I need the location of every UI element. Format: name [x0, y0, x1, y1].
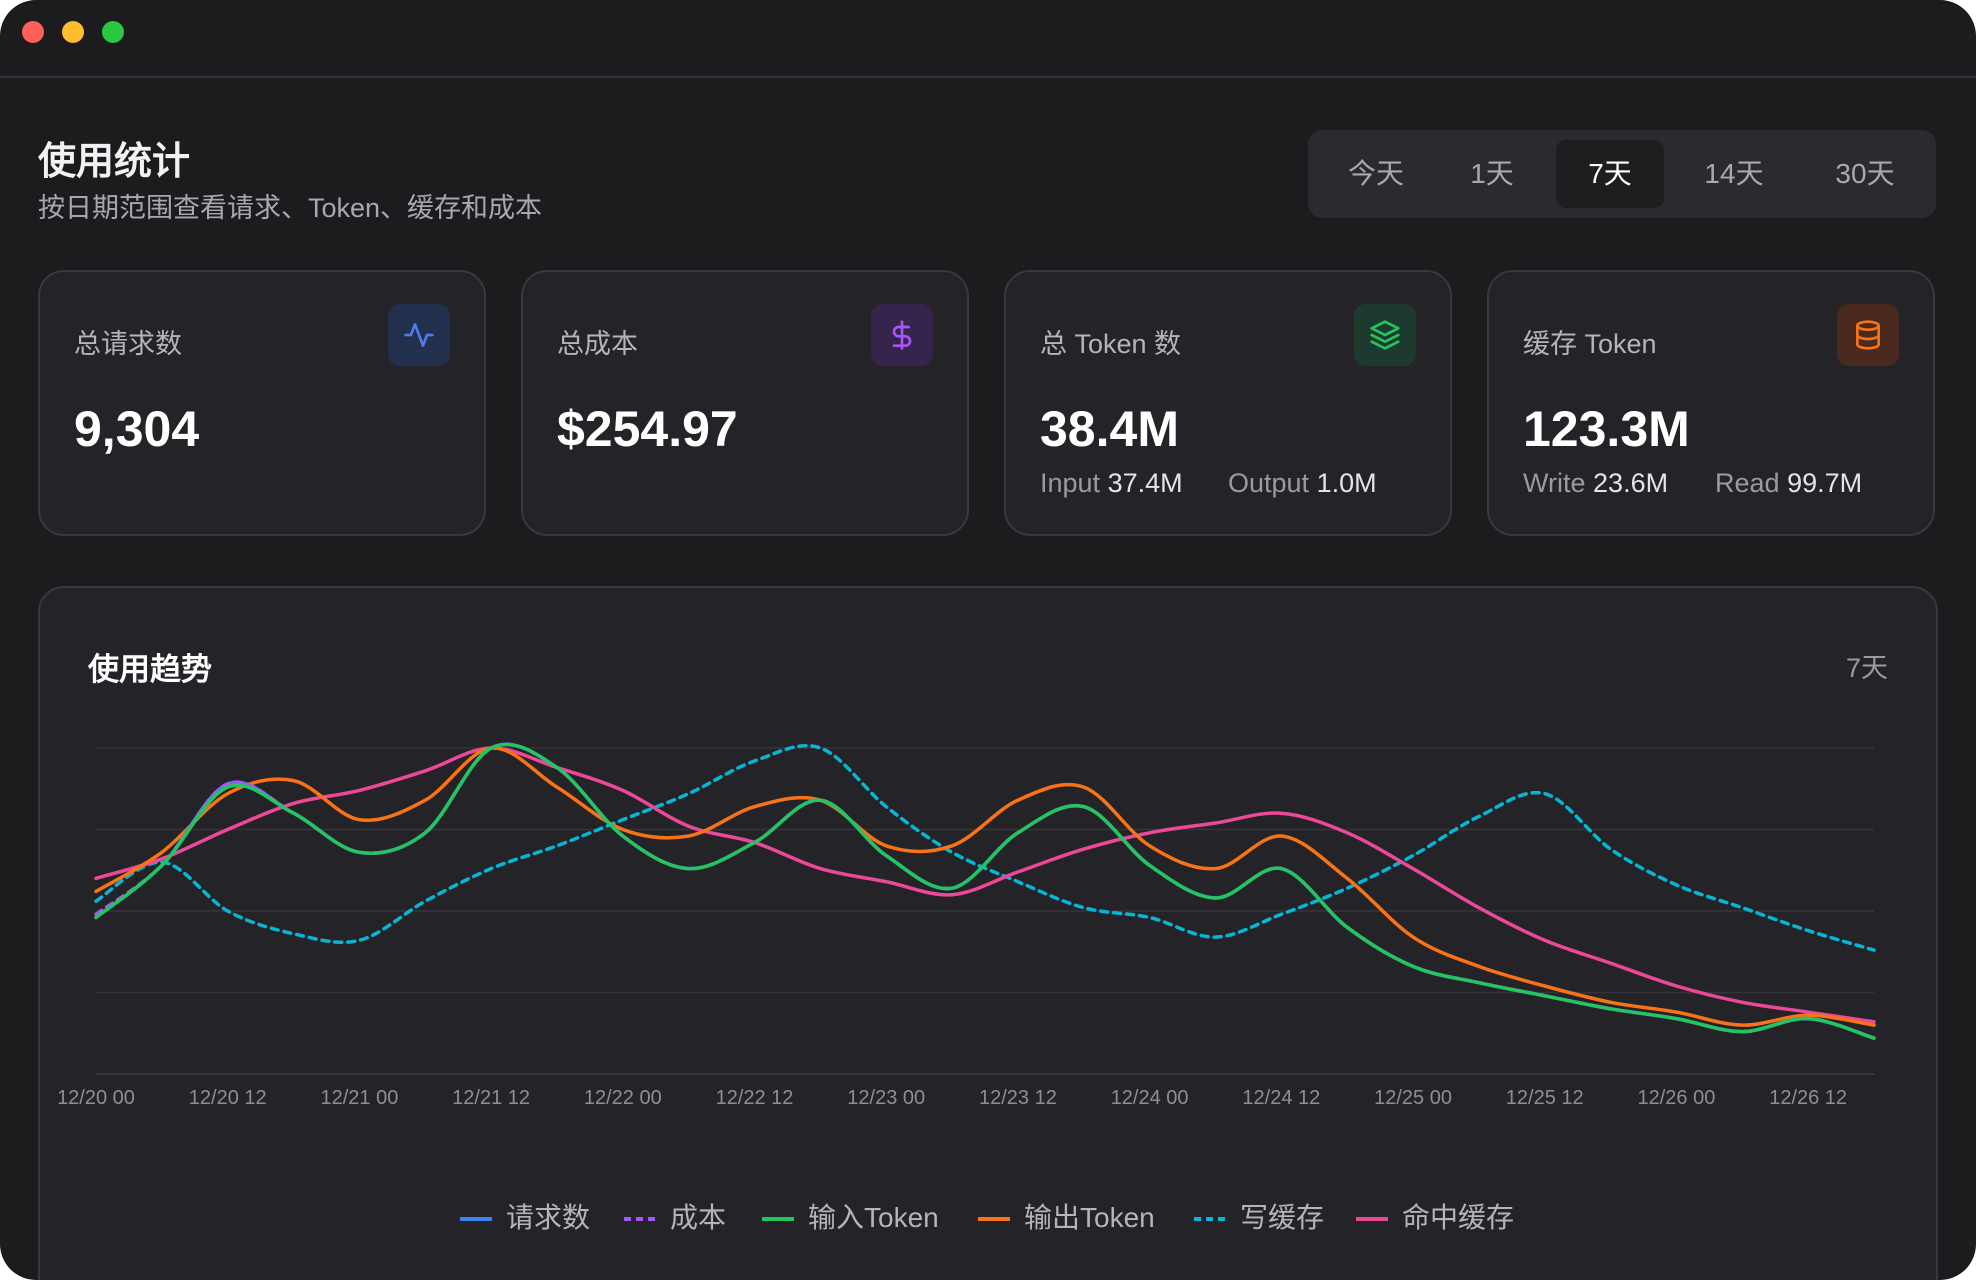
chart-range-label: 7天	[1845, 653, 1888, 683]
series-line-2	[94, 742, 1876, 1040]
title-bar	[0, 0, 1976, 78]
range-14day-button[interactable]: 14天	[1704, 158, 1764, 189]
close-window-button[interactable]	[22, 21, 44, 43]
chart-title: 使用趋势	[88, 652, 212, 687]
series-line-4	[94, 743, 1876, 952]
x-tick-label: 12/24 00	[1111, 1087, 1189, 1109]
x-tick-label: 12/25 12	[1506, 1087, 1584, 1109]
activity-icon	[388, 304, 450, 366]
legend-label: 输出Token	[1024, 1202, 1155, 1233]
stat-label: Output	[1228, 468, 1310, 498]
series-line-5	[94, 746, 1876, 1024]
database-icon	[1837, 304, 1899, 366]
range-today-button[interactable]: 今天	[1347, 158, 1404, 189]
write-cache-stat: Write 23.6M	[1523, 468, 1668, 499]
stat-value: 37.4M	[1107, 468, 1183, 498]
legend-label: 请求数	[506, 1202, 591, 1233]
card-label: 总 Token 数	[1040, 329, 1182, 359]
legend-label: 成本	[670, 1202, 727, 1233]
card-label: 总成本	[557, 329, 638, 359]
page-title: 使用统计	[38, 141, 191, 183]
legend-label: 命中缓存	[1402, 1202, 1515, 1233]
total-cost-card: 总成本 $254.97	[521, 270, 969, 536]
x-tick-label: 12/20 00	[57, 1087, 135, 1109]
legend-label: 输入Token	[808, 1202, 939, 1233]
card-value: 123.3M	[1523, 401, 1690, 457]
stat-value: 1.0M	[1316, 468, 1377, 498]
x-tick-label: 12/23 12	[979, 1087, 1057, 1109]
chart-legend: 请求数 成本 输入Token 输出Token 写缓存 命中缓存	[40, 1198, 1940, 1238]
maximize-window-button[interactable]	[102, 21, 124, 43]
read-cache-stat: Read 99.7M	[1715, 468, 1862, 499]
range-30day-button[interactable]: 30天	[1835, 158, 1895, 189]
date-range-selector: 今天 1天 7天 14天 30天	[1308, 130, 1936, 218]
x-tick-label: 12/21 00	[320, 1087, 398, 1109]
cache-tokens-card: 缓存 Token 123.3M Write 23.6M Read 99.7M	[1487, 270, 1935, 536]
x-tick-label: 12/26 12	[1769, 1087, 1847, 1109]
usage-trend-chart: 使用趋势 7天 12/20 00 12/20 12 12/21 00 12/21 12…	[38, 586, 1938, 1280]
legend-label: 写缓存	[1240, 1202, 1325, 1233]
range-1day-button[interactable]: 1天	[1470, 158, 1514, 189]
x-tick-label: 12/24 12	[1242, 1087, 1320, 1109]
output-tokens-stat: Output 1.0M	[1228, 468, 1377, 499]
card-value: 9,304	[74, 401, 200, 457]
chart-plot: 12/20 00 12/20 12 12/21 00 12/21 12 12/22 00…	[57, 742, 1876, 1109]
input-tokens-stat: Input 37.4M	[1040, 468, 1183, 499]
dollar-icon	[871, 304, 933, 366]
x-tick-label: 12/21 12	[452, 1087, 530, 1109]
page-subtitle: 按日期范围查看请求、Token、缓存和成本	[38, 193, 543, 223]
x-tick-label: 12/22 12	[716, 1087, 794, 1109]
stat-label: Input	[1040, 468, 1101, 498]
stat-label: Read	[1715, 468, 1780, 498]
total-requests-card: 总请求数 9,304	[38, 270, 486, 536]
range-7day-button[interactable]: 7天	[1556, 140, 1664, 208]
card-value: $254.97	[557, 401, 738, 457]
x-tick-label: 12/22 00	[584, 1087, 662, 1109]
series-line-3	[94, 746, 1876, 1027]
total-tokens-card: 总 Token 数 38.4M Input 37.4M Output 1.0M	[1004, 270, 1452, 536]
card-label: 总请求数	[74, 329, 182, 359]
card-label: 缓存 Token	[1523, 329, 1657, 359]
x-tick-label: 12/26 00	[1638, 1087, 1716, 1109]
stat-value: 23.6M	[1593, 468, 1669, 498]
x-tick-label: 12/23 00	[847, 1087, 925, 1109]
x-tick-label: 12/25 00	[1374, 1087, 1452, 1109]
x-tick-label: 12/20 12	[189, 1087, 267, 1109]
card-value: 38.4M	[1040, 401, 1179, 457]
stat-value: 99.7M	[1787, 468, 1863, 498]
layers-icon	[1354, 304, 1416, 366]
minimize-window-button[interactable]	[62, 21, 84, 43]
stat-label: Write	[1523, 468, 1586, 498]
